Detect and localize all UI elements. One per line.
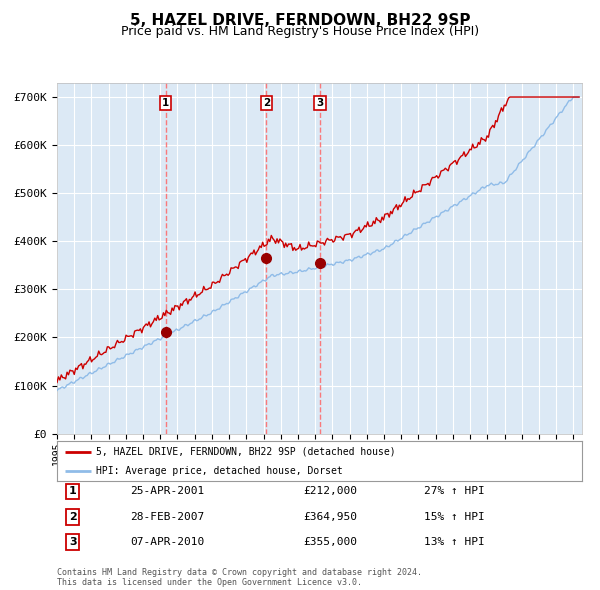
Text: 1: 1 xyxy=(69,487,77,496)
Text: 1: 1 xyxy=(162,99,169,109)
Text: 3: 3 xyxy=(316,99,323,109)
Text: 5, HAZEL DRIVE, FERNDOWN, BH22 9SP: 5, HAZEL DRIVE, FERNDOWN, BH22 9SP xyxy=(130,13,470,28)
Text: 13% ↑ HPI: 13% ↑ HPI xyxy=(425,537,485,547)
Text: £212,000: £212,000 xyxy=(304,487,358,496)
Text: 5, HAZEL DRIVE, FERNDOWN, BH22 9SP (detached house): 5, HAZEL DRIVE, FERNDOWN, BH22 9SP (deta… xyxy=(97,447,396,457)
Text: 2: 2 xyxy=(69,512,77,522)
Text: £355,000: £355,000 xyxy=(304,537,358,547)
Text: HPI: Average price, detached house, Dorset: HPI: Average price, detached house, Dors… xyxy=(97,466,343,476)
Text: 3: 3 xyxy=(69,537,77,547)
Text: 25-APR-2001: 25-APR-2001 xyxy=(131,487,205,496)
Text: Contains HM Land Registry data © Crown copyright and database right 2024.
This d: Contains HM Land Registry data © Crown c… xyxy=(57,568,422,587)
Text: 27% ↑ HPI: 27% ↑ HPI xyxy=(425,487,485,496)
Text: £364,950: £364,950 xyxy=(304,512,358,522)
Text: 15% ↑ HPI: 15% ↑ HPI xyxy=(425,512,485,522)
Text: 07-APR-2010: 07-APR-2010 xyxy=(131,537,205,547)
Text: Price paid vs. HM Land Registry's House Price Index (HPI): Price paid vs. HM Land Registry's House … xyxy=(121,25,479,38)
Text: 2: 2 xyxy=(263,99,270,109)
Text: 28-FEB-2007: 28-FEB-2007 xyxy=(131,512,205,522)
